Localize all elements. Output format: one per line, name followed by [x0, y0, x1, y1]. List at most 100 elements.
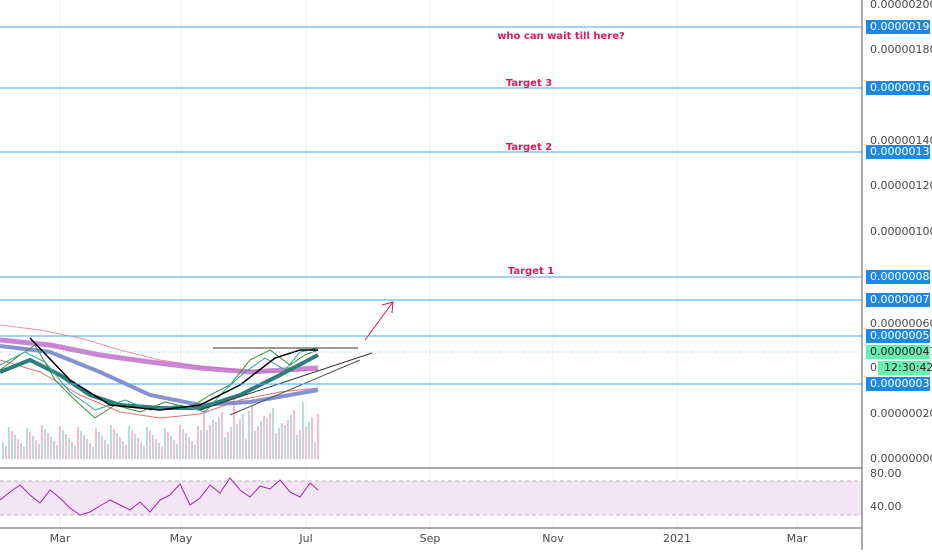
price-tick-label: 0.00000020 — [870, 407, 932, 420]
time-label: Nov — [542, 532, 564, 545]
volume-bar — [20, 443, 22, 459]
level-price: 0.00000135 — [870, 145, 932, 158]
volume-bar — [161, 447, 163, 459]
volume-bar — [308, 422, 310, 459]
volume-bar — [248, 411, 250, 459]
level-note: Target 3 — [506, 78, 552, 89]
price-drawing — [0, 301, 394, 419]
level-badge — [866, 270, 930, 284]
level-badge — [866, 329, 930, 343]
current-price-badge — [866, 345, 930, 359]
volume-bar — [113, 429, 115, 459]
volume-bar — [311, 417, 313, 459]
level-price: 0.00000035 — [870, 377, 932, 390]
volume-bar — [107, 444, 109, 459]
volume-bar — [230, 427, 232, 459]
volume-bar — [146, 427, 148, 459]
volume-bar — [134, 434, 136, 459]
volume-bar — [266, 418, 268, 459]
volume-bar — [215, 422, 217, 459]
time-label: Mar — [787, 532, 808, 545]
volume-bar — [59, 426, 61, 459]
volume-bar — [86, 439, 88, 459]
volume-bar — [242, 414, 244, 459]
volume-bar — [53, 441, 55, 459]
volume-bar — [56, 445, 58, 459]
level-badge — [866, 377, 930, 391]
time-label: Jul — [298, 532, 312, 545]
volume-bar — [203, 405, 205, 459]
level-badge — [866, 81, 930, 95]
volume-bar — [155, 439, 157, 459]
volume-bar — [131, 430, 133, 459]
volume-bar — [74, 446, 76, 459]
volume-bar — [50, 437, 52, 459]
rsi-pane — [0, 477, 862, 516]
price-tick-label: 0.00000000 — [870, 452, 932, 465]
volume-bar — [137, 438, 139, 459]
volume-bar — [92, 447, 94, 459]
volume-bar — [212, 420, 214, 459]
volume-bar — [185, 433, 187, 459]
volume-bar — [65, 434, 67, 459]
price-tick-label: 0.00000060 — [870, 317, 932, 330]
volume-bar — [179, 425, 181, 459]
volume-bar — [206, 430, 208, 459]
price-tick-label: 0.00000200 — [870, 0, 932, 11]
level-price: 0.00000054 — [870, 329, 932, 342]
volume-bar — [101, 436, 103, 459]
time-label: Mar — [50, 532, 71, 545]
current-price: 0.00000047 — [870, 345, 932, 358]
volume-bar — [245, 439, 247, 459]
volume-bar — [62, 430, 64, 459]
volume-bar — [17, 439, 19, 459]
volume-bar — [119, 437, 121, 459]
volume-bar — [44, 429, 46, 459]
volume-bar — [149, 431, 151, 459]
volume-bar — [2, 442, 4, 459]
volume-bar — [239, 419, 241, 459]
countdown: 12:30:42 — [884, 361, 932, 374]
price-tick-label: 0.00000180 — [870, 43, 932, 56]
level-price: 0.00000190 — [870, 20, 932, 33]
volume-bar — [221, 412, 223, 459]
volume-bar — [98, 432, 100, 459]
volume-bar — [200, 430, 202, 459]
volume-bar — [290, 415, 292, 459]
level-note: Target 1 — [508, 266, 554, 277]
volume-bar — [314, 442, 316, 459]
volume-bar — [278, 428, 280, 459]
volume-bar — [269, 413, 271, 459]
volume-bar — [275, 433, 277, 459]
volume-bar — [11, 431, 13, 459]
volume-bar — [125, 445, 127, 459]
level-price: 0.00000080 — [870, 270, 932, 283]
volume-bar — [116, 433, 118, 459]
volume-bar — [182, 429, 184, 459]
volume-bar — [68, 438, 70, 459]
volume-bar — [110, 425, 112, 459]
level-badge — [866, 293, 930, 307]
level-price: 0.00000163 — [870, 81, 932, 94]
volume-bar — [194, 445, 196, 459]
volume-bar — [299, 430, 301, 459]
volume-bar — [80, 431, 82, 459]
volume-bar — [257, 426, 259, 459]
volume-bar — [173, 440, 175, 459]
volume-bar — [227, 432, 229, 459]
volume-bar — [260, 421, 262, 459]
volume-bar — [188, 437, 190, 459]
volume-bar — [83, 435, 85, 459]
volume-bars — [2, 399, 319, 459]
volume-bar — [218, 417, 220, 459]
countdown-prefix: 0. — [870, 361, 881, 374]
volume-bar — [35, 440, 37, 459]
volume-bar — [197, 426, 199, 459]
volume-bar — [317, 414, 319, 459]
price-tick-label: 0.00000140 — [870, 134, 932, 147]
volume-bar — [38, 444, 40, 459]
volume-bar — [152, 435, 154, 459]
time-label: 2021 — [663, 532, 691, 545]
volume-bar — [104, 440, 106, 459]
volume-bar — [71, 442, 73, 459]
